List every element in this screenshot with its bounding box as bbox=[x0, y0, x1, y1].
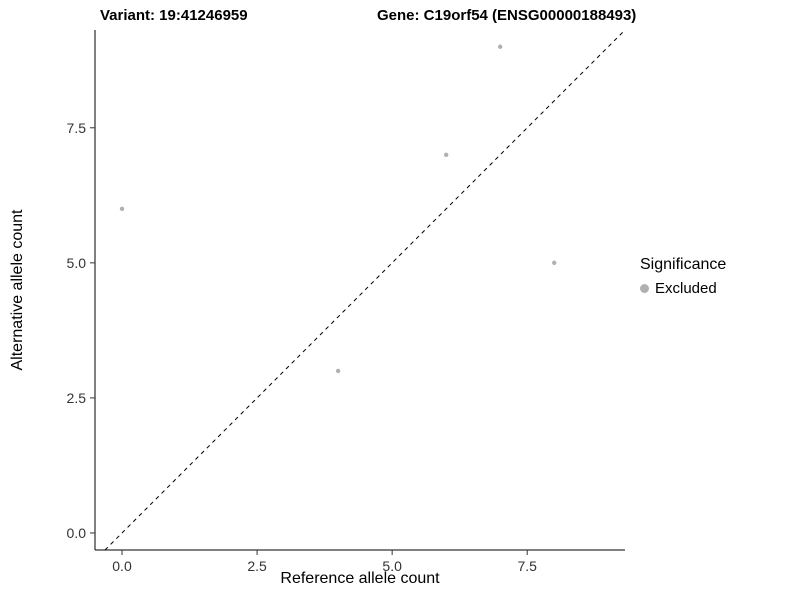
x-tick-label: 5.0 bbox=[382, 558, 402, 574]
x-tick-label: 7.5 bbox=[517, 558, 537, 574]
y-tick-label: 2.5 bbox=[67, 390, 87, 406]
data-point bbox=[335, 368, 341, 374]
x-axis-title: Reference allele count bbox=[280, 570, 440, 587]
data-point bbox=[552, 260, 557, 266]
data-point bbox=[119, 206, 125, 212]
variant-title: Variant: 19:41246959 bbox=[100, 7, 248, 24]
y-axis-title: Alternative allele count bbox=[9, 209, 26, 371]
legend: Significance Excluded bbox=[640, 256, 726, 297]
legend-item-label: Excluded bbox=[655, 280, 717, 297]
data-point bbox=[443, 152, 449, 157]
legend-point-icon bbox=[640, 284, 649, 293]
gene-title: Gene: C19orf54 (ENSG00000188493) bbox=[377, 7, 637, 24]
identity-line bbox=[104, 29, 626, 551]
y-tick-label: 5.0 bbox=[67, 255, 87, 271]
data-point bbox=[497, 44, 503, 49]
x-tick-label: 0.0 bbox=[112, 558, 132, 574]
y-tick-label: 0.0 bbox=[67, 525, 87, 541]
legend-item-excluded: Excluded bbox=[640, 280, 726, 297]
x-tick-label: 2.5 bbox=[247, 558, 267, 574]
legend-title: Significance bbox=[640, 256, 727, 273]
y-tick-label: 7.5 bbox=[67, 120, 87, 136]
